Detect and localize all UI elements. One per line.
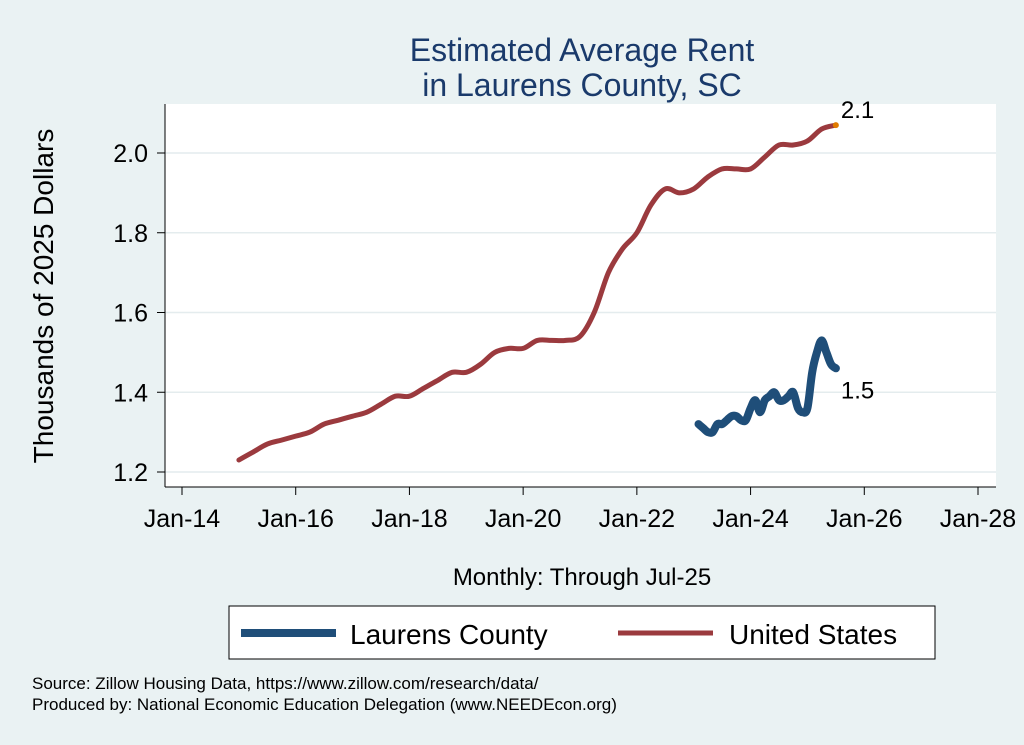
end-label-united-states: 2.1 — [841, 97, 874, 124]
x-tick-label: Jan-26 — [826, 505, 902, 533]
y-axis: 1.2 1.4 1.6 1.8 2.0 — [113, 104, 166, 487]
y-tick-label: 1.8 — [113, 220, 148, 248]
legend-box — [228, 605, 936, 660]
x-axis-title: Monthly: Through Jul-25 — [453, 564, 711, 591]
x-axis: Jan-14 Jan-16 Jan-18 Jan-20 Jan-22 Jan-24 Jan-… — [144, 486, 1016, 533]
series-lines — [236, 122, 840, 463]
end-point-united-states — [832, 122, 839, 129]
x-tick-label: Jan-14 — [144, 505, 221, 533]
series-line-laurens-county — [694, 336, 840, 437]
end-label-laurens-county: 1.5 — [841, 377, 874, 404]
x-tick-label: Jan-22 — [599, 505, 675, 533]
y-axis-title: Thousands of 2025 Dollars — [28, 129, 59, 464]
x-tick-label: Jan-20 — [485, 505, 561, 533]
legend: Laurens County United States — [228, 605, 936, 660]
y-tick-label: 1.6 — [113, 300, 148, 328]
chart-title-line-1: Estimated Average Rent — [410, 32, 755, 68]
x-tick-label: Jan-28 — [940, 505, 1016, 533]
grid-lines — [165, 152, 996, 473]
plot-area — [165, 104, 996, 487]
y-tick-label: 1.2 — [113, 459, 148, 487]
x-tick-label: Jan-16 — [257, 505, 333, 533]
end-labels: 2.1 1.5 — [841, 97, 874, 404]
legend-label-laurens-county: Laurens County — [350, 619, 548, 650]
series-line-united-states — [236, 122, 839, 463]
x-tick-label: Jan-18 — [371, 505, 447, 533]
producer-note: Produced by: National Economic Education… — [32, 695, 617, 714]
y-tick-label: 1.4 — [113, 379, 148, 407]
x-tick-label: Jan-24 — [712, 505, 789, 533]
chart-title-line-2: in Laurens County, SC — [422, 67, 742, 103]
source-note: Source: Zillow Housing Data, https://www… — [32, 674, 539, 693]
y-tick-label: 2.0 — [113, 140, 148, 168]
legend-label-united-states: United States — [729, 619, 897, 650]
